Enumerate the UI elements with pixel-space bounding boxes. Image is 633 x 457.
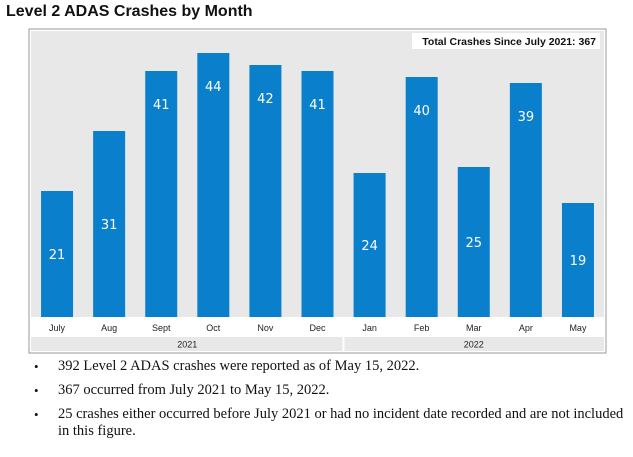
- x-tick-label: Dec: [309, 323, 326, 333]
- bar-value-label: 41: [309, 98, 326, 113]
- x-tick-label: Feb: [414, 323, 430, 333]
- bar: [405, 77, 438, 317]
- x-tick-label: Mar: [466, 323, 482, 333]
- note-item: • 25 crashes either occurred before July…: [34, 406, 629, 440]
- bar-value-label: 40: [413, 104, 430, 119]
- bar: [561, 203, 594, 317]
- chart-title: Level 2 ADAS Crashes by Month: [6, 3, 253, 20]
- bar: [93, 131, 126, 317]
- note-item: • 392 Level 2 ADAS crashes were reported…: [34, 358, 629, 375]
- bullet-icon: •: [34, 359, 39, 374]
- notes-list: • 392 Level 2 ADAS crashes were reported…: [34, 358, 629, 447]
- year-group-label: 2022: [464, 340, 484, 350]
- x-tick-label: Jan: [362, 323, 377, 333]
- bar-value-label: 31: [101, 218, 118, 233]
- bar-value-label: 42: [257, 92, 274, 107]
- x-tick-label: Sept: [152, 323, 171, 333]
- x-tick-label: Oct: [206, 323, 221, 333]
- bullet-icon: •: [34, 383, 39, 398]
- bar-chart: Total Crashes Since July 2021: 367 21 July…: [28, 28, 607, 354]
- bar-value-label: 39: [518, 110, 535, 125]
- x-tick-label: Apr: [519, 323, 533, 333]
- bar-value-label: 44: [205, 80, 222, 95]
- x-tick-label: May: [569, 323, 587, 333]
- year-axis-band: [31, 337, 604, 351]
- bar-value-label: 41: [153, 98, 170, 113]
- bar-value-label: 25: [465, 236, 482, 251]
- annotation-box: [412, 33, 600, 49]
- bar: [301, 71, 334, 317]
- bar-value-label: 24: [361, 239, 378, 254]
- total-crashes-annotation: Total Crashes Since July 2021: 367: [422, 36, 596, 48]
- bar: [41, 191, 74, 317]
- year-group-label: 2021: [177, 340, 197, 350]
- note-text: 392 Level 2 ADAS crashes were reported a…: [58, 358, 420, 374]
- x-tick-label: July: [49, 323, 66, 333]
- note-text: 25 crashes either occurred before July 2…: [58, 406, 624, 439]
- bar-value-label: 21: [49, 248, 66, 263]
- note-item: • 367 occurred from July 2021 to May 15,…: [34, 382, 629, 399]
- bar: [145, 71, 178, 317]
- bullet-icon: •: [34, 407, 39, 422]
- bar-value-label: 19: [570, 254, 587, 269]
- bar: [249, 65, 282, 317]
- bar: [353, 173, 386, 317]
- bar: [197, 53, 230, 317]
- bar: [457, 167, 490, 317]
- x-tick-label: Aug: [101, 323, 117, 333]
- bar: [509, 83, 542, 317]
- chart-container: Total Crashes Since July 2021: 367 21 July…: [28, 28, 607, 354]
- note-text: 367 occurred from July 2021 to May 15, 2…: [58, 382, 330, 398]
- category-axis-band: [31, 317, 604, 337]
- x-tick-label: Nov: [257, 323, 274, 333]
